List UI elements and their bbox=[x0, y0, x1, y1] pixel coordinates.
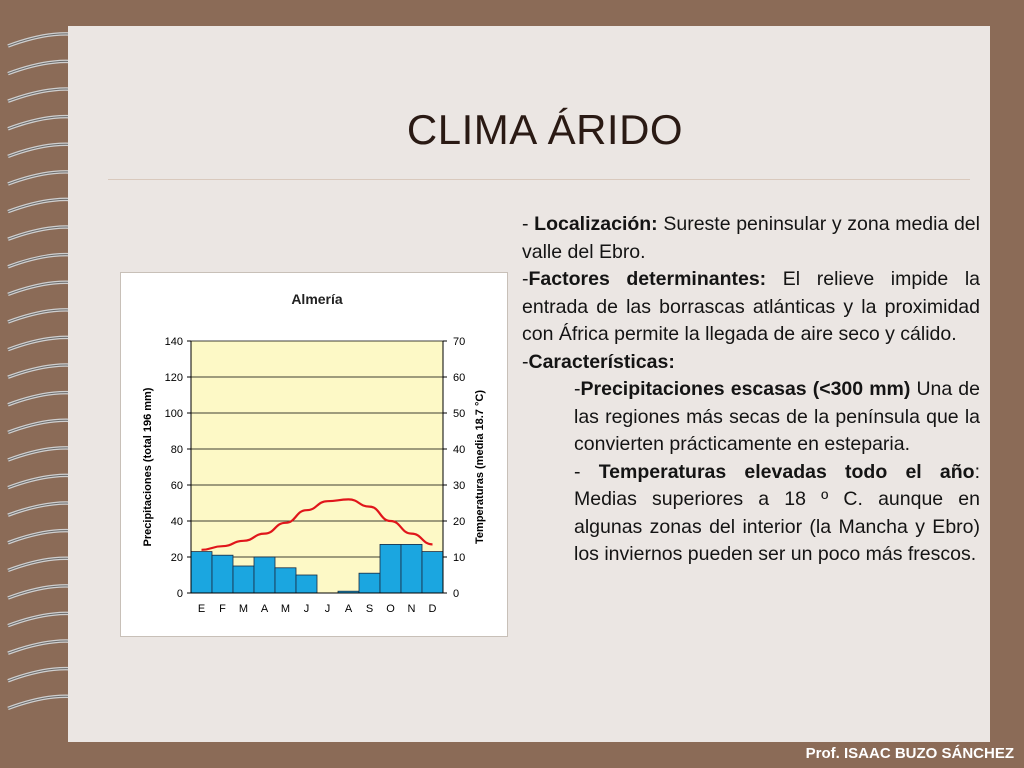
y-tick-label: 120 bbox=[165, 372, 183, 384]
title-divider bbox=[108, 179, 970, 180]
x-tick-label: E bbox=[198, 603, 205, 615]
bar-precipitation bbox=[190, 551, 213, 594]
y2-tick-label: 50 bbox=[453, 408, 465, 420]
bar-precipitation bbox=[274, 567, 297, 594]
paragraph-factores: -Factores determinantes: El relieve impi… bbox=[522, 268, 980, 345]
paragraph-caracteristicas: -Características: bbox=[522, 350, 675, 373]
x-tick-label: O bbox=[386, 603, 395, 615]
x-tick-label: N bbox=[408, 603, 416, 615]
bar-precipitation bbox=[253, 556, 276, 594]
x-tick-label: S bbox=[366, 603, 373, 615]
y-tick-label: 0 bbox=[177, 588, 183, 600]
y2-tick-label: 70 bbox=[453, 336, 465, 348]
y2-tick-label: 30 bbox=[453, 480, 465, 492]
y-tick-label: 80 bbox=[171, 444, 183, 456]
bar-precipitation bbox=[211, 554, 234, 594]
slide-page: CLIMA ÁRIDO Almería 0 20 40 60 80 100 120 140 0 10… bbox=[68, 26, 990, 742]
paragraph-temperaturas: - Temperaturas elevadas todo el año: Med… bbox=[574, 460, 980, 566]
y-tick-label: 140 bbox=[165, 336, 183, 348]
y-tick-label: 40 bbox=[171, 516, 183, 528]
x-tick-label: A bbox=[345, 603, 353, 615]
y2-tick-label: 60 bbox=[453, 372, 465, 384]
bar-precipitation bbox=[358, 572, 381, 594]
paragraph-precipitaciones: -Precipitaciones escasas (<300 mm) Una d… bbox=[574, 378, 980, 455]
x-tick-label: D bbox=[429, 603, 437, 615]
climograph: Almería 0 20 40 60 80 100 120 140 0 10 20 30 40 50 60 70… bbox=[142, 291, 486, 615]
x-tick-label: F bbox=[219, 603, 226, 615]
y2-tick-label: 0 bbox=[453, 588, 459, 600]
temperature-line bbox=[201, 498, 433, 551]
y-tick-label: 60 bbox=[171, 480, 183, 492]
x-tick-label: M bbox=[281, 603, 290, 615]
bar-precipitation bbox=[400, 543, 423, 594]
y-tick-label: 20 bbox=[171, 552, 183, 564]
y2-tick-label: 40 bbox=[453, 444, 465, 456]
y2-axis-label: Temperaturas (media 18.7 °C) bbox=[474, 390, 486, 544]
x-tick-label: M bbox=[239, 603, 248, 615]
bar-precipitation bbox=[295, 574, 318, 594]
y2-tick-label: 20 bbox=[453, 516, 465, 528]
x-tick-label: J bbox=[304, 603, 310, 615]
x-tick-label: A bbox=[261, 603, 269, 615]
bar-precipitation bbox=[232, 565, 255, 594]
slide-body: - Localización: Sureste peninsular y zon… bbox=[522, 211, 980, 569]
y-tick-label: 100 bbox=[165, 408, 183, 420]
y-axis-label: Precipitaciones (total 196 mm) bbox=[142, 387, 154, 546]
x-tick-label: J bbox=[325, 603, 331, 615]
author-footer: Prof. ISAAC BUZO SÁNCHEZ bbox=[805, 745, 1014, 762]
paragraph-localizacion: - Localización: Sureste peninsular y zon… bbox=[522, 213, 980, 263]
slide-title: CLIMA ÁRIDO bbox=[406, 106, 684, 153]
bar-precipitation bbox=[379, 543, 402, 594]
climate-chart: Almería 0 20 40 60 80 100 120 140 0 10 20 30 40 50 60 70… bbox=[120, 272, 508, 637]
chart-title: Almería bbox=[291, 291, 343, 307]
y2-tick-label: 10 bbox=[453, 552, 465, 564]
bar-precipitation bbox=[421, 551, 444, 594]
